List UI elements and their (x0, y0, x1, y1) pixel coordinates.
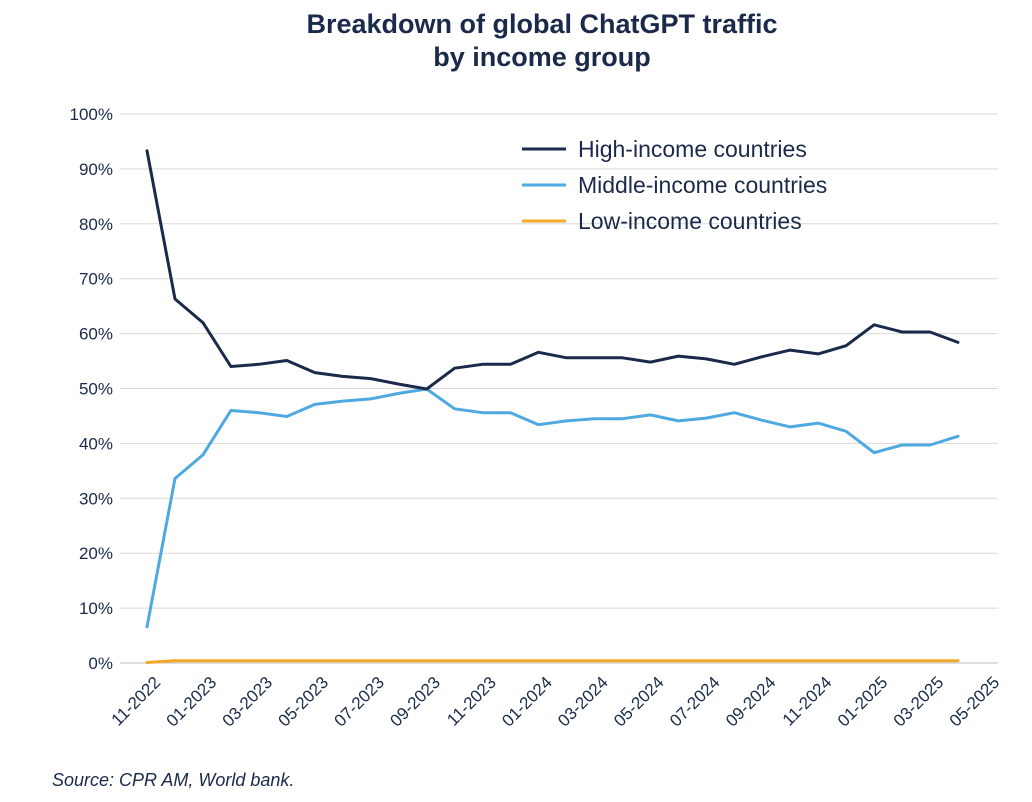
series-line-low-income-countries (145, 659, 960, 664)
y-tick-label: 50% (79, 380, 113, 399)
y-tick-label: 80% (79, 215, 113, 234)
source-note: Source: CPR AM, World bank. (52, 770, 295, 790)
x-tick-label: 03-2023 (219, 673, 277, 731)
grid-lines (120, 113, 998, 664)
x-tick-label: 05-2024 (610, 673, 668, 731)
x-tick-label: 07-2023 (330, 673, 388, 731)
x-tick-label: 09-2024 (722, 673, 780, 731)
chart-title-line-2: by income group (433, 42, 651, 72)
legend-label: Low-income countries (578, 208, 802, 234)
x-tick-label: 05-2025 (946, 673, 1004, 731)
x-tick-label: 03-2025 (890, 673, 948, 731)
x-axis: 11-202201-202303-202305-202307-202309-20… (108, 673, 1004, 731)
x-tick-label: 01-2025 (834, 673, 892, 731)
chart-title-line-1: Breakdown of global ChatGPT traffic (306, 9, 778, 39)
y-axis: 0% 10% 20% 30% 40% 50% 60% 70% 80% 90% 100% (70, 105, 113, 673)
series-line-middle-income-countries (145, 387, 960, 629)
x-tick-label: 07-2024 (666, 673, 724, 731)
legend-label: Middle-income countries (578, 172, 827, 198)
x-tick-label: 05-2023 (275, 673, 333, 731)
chart-title: Breakdown of global ChatGPT traffic by i… (0, 8, 1032, 74)
x-tick-label: 03-2024 (554, 673, 612, 731)
y-tick-label: 30% (79, 489, 113, 508)
legend: High-income countries Middle-income count… (522, 136, 827, 234)
y-tick-label: 0% (88, 654, 113, 673)
legend-label: High-income countries (578, 136, 807, 162)
y-tick-label: 90% (79, 160, 113, 179)
y-tick-label: 70% (79, 270, 113, 289)
y-tick-label: 10% (79, 599, 113, 618)
x-tick-label: 11-2022 (108, 673, 165, 730)
x-tick-label: 11-2024 (779, 673, 836, 730)
x-tick-label: 11-2023 (443, 673, 500, 730)
x-tick-label: 01-2023 (163, 673, 221, 731)
y-tick-label: 60% (79, 325, 113, 344)
series-line-high-income-countries (145, 149, 960, 391)
y-tick-label: 100% (70, 105, 113, 124)
x-tick-label: 01-2024 (498, 673, 556, 731)
series-lines (145, 149, 960, 664)
y-tick-label: 20% (79, 544, 113, 563)
line-chart: 0% 10% 20% 30% 40% 50% 60% 70% 80% 90% 100% 11-202… (70, 105, 1004, 731)
x-tick-label: 09-2023 (386, 673, 444, 731)
y-tick-label: 40% (79, 434, 113, 453)
